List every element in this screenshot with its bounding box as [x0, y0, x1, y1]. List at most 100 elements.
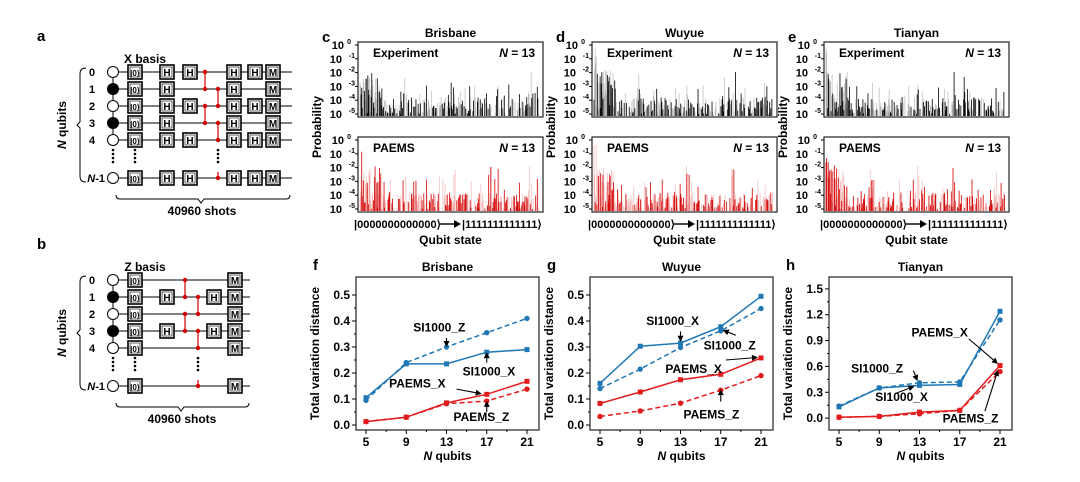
- x-start-label: |0000000000000⟩: [354, 219, 441, 231]
- panel-letter: d: [556, 29, 565, 46]
- y-tick-label: 0.0: [567, 418, 584, 432]
- measure-gate-label: M: [269, 119, 277, 130]
- hadamard-gate-label: H: [186, 136, 193, 147]
- y-tick-label: 10: [330, 95, 342, 107]
- measure-gate-label: M: [231, 276, 239, 287]
- init-gate-label: |0⟩: [130, 69, 140, 78]
- y-tick-label: 10: [796, 95, 808, 107]
- hadamard-gate-box: [206, 289, 222, 305]
- hadamard-gate-box: [159, 289, 175, 305]
- y-tick-label: 10: [796, 109, 808, 121]
- init-gate-box: [127, 340, 143, 356]
- y-tick-exponent: -5: [349, 108, 355, 115]
- series-annotation: PAEMS_Z: [684, 408, 740, 422]
- plot-frame: [357, 136, 544, 213]
- plot-frame: [823, 136, 1010, 213]
- n-annotation: N = 13: [733, 46, 769, 60]
- plot-frame: [828, 276, 1013, 431]
- y-tick-exponent: -5: [815, 108, 821, 115]
- series-annotation: SI1000_Z: [413, 320, 465, 334]
- shots-label: 40960 shots: [168, 204, 237, 218]
- y-tick-exponent: -3: [349, 80, 355, 87]
- hadamard-gate-box: [159, 170, 175, 186]
- measure-gate-box: [227, 340, 243, 356]
- ellipsis-dot: [196, 364, 200, 368]
- y-tick-label: 10: [796, 81, 808, 93]
- x-axis-label: N qubits: [658, 449, 706, 463]
- init-gate-inner: [129, 274, 141, 286]
- hadamard-gate-box: [159, 64, 175, 80]
- y-tick-exponent: -2: [349, 67, 355, 74]
- ellipsis-dot: [133, 152, 137, 156]
- data-point: [524, 315, 530, 322]
- series-annotation: SI1000_Z: [704, 339, 756, 353]
- data-point: [677, 344, 684, 351]
- y-tick-exponent: 0: [813, 39, 817, 46]
- measure-gate-label: M: [269, 174, 277, 185]
- x-end-label: |1111111111111⟩: [696, 219, 776, 231]
- cz-control-dot: [202, 69, 208, 75]
- x-tick-label: 13: [913, 435, 927, 449]
- y-tick-label: 10: [796, 176, 808, 188]
- y-tick-label: 10: [798, 135, 810, 147]
- y-tick-exponent: -3: [583, 80, 589, 87]
- y-tick-exponent: -3: [815, 175, 821, 182]
- cz-control-dot: [195, 345, 201, 351]
- hadamard-gate-inner: [228, 66, 240, 78]
- measure-gate-box: [265, 170, 281, 186]
- series-annotation: PAEMS_Z: [943, 411, 999, 425]
- x-tick-label: 9: [403, 435, 410, 449]
- init-gate-box: [127, 98, 143, 114]
- y-tick-label: 10: [330, 204, 342, 216]
- hadamard-gate-inner: [161, 100, 173, 112]
- data-point: [363, 418, 369, 425]
- qubit-label: 3: [89, 118, 95, 130]
- init-gate-label: |0⟩: [130, 277, 140, 286]
- ellipsis-dot: [111, 160, 115, 164]
- circuit-panel-a: a X basis 0 1 2 3 4 N-1 N qubits |0⟩ |0⟩ |0⟩ |0⟩ |0⟩ |…: [37, 28, 292, 218]
- hadamard-gate-label: H: [186, 68, 193, 79]
- data-point: [363, 397, 369, 403]
- data-point: [916, 411, 923, 417]
- y-tick-exponent: -1: [583, 53, 589, 60]
- cz-control-dot: [182, 328, 188, 334]
- open-state-circle: [107, 380, 119, 392]
- qubit-label: 1: [89, 292, 95, 304]
- n-annotation: N = 13: [499, 141, 535, 155]
- plot-frame: [355, 276, 540, 431]
- init-gate-box: [127, 289, 143, 305]
- measure-gate-label: M: [269, 68, 277, 79]
- x-tick-label: 5: [836, 435, 843, 449]
- annotation-arrow-head: [991, 357, 998, 364]
- y-tick-exponent: 0: [813, 134, 817, 141]
- x-tick-label: 13: [440, 435, 454, 449]
- y-tick-label: 0.5: [333, 288, 350, 302]
- ellipsis-dot: [133, 364, 137, 368]
- init-gate-box: [127, 272, 143, 288]
- y-tick-label: 0.9: [806, 334, 823, 348]
- y-tick-label: 10: [330, 163, 342, 175]
- data-point: [836, 403, 842, 409]
- annotation-arrow-head: [475, 389, 482, 396]
- y-tick-exponent: -4: [349, 94, 355, 101]
- measure-gate-inner: [267, 172, 279, 184]
- data-point: [997, 317, 1003, 323]
- cz-control-dot: [182, 294, 188, 300]
- hadamard-gate-inner: [184, 100, 196, 112]
- y-tick-label: 10: [796, 190, 808, 202]
- hadamard-gate-inner: [184, 172, 196, 184]
- y-tick-exponent: -2: [583, 162, 589, 169]
- filled-state-circle: [107, 83, 119, 95]
- y-tick-label: 0.1: [333, 392, 350, 406]
- y-tick-label: 10: [330, 149, 342, 161]
- x-tick-label: 17: [714, 435, 728, 449]
- ellipsis-dot: [216, 152, 220, 156]
- y-tick-exponent: -2: [815, 162, 821, 169]
- data-point: [597, 413, 603, 420]
- annotation-arrow: [728, 331, 737, 336]
- y-axis-label: Total variation distance: [781, 287, 795, 420]
- qubit-brace: [76, 67, 87, 183]
- y-axis-label: Probability: [310, 96, 324, 158]
- data-point: [597, 380, 603, 386]
- y-tick-label: 10: [566, 135, 578, 147]
